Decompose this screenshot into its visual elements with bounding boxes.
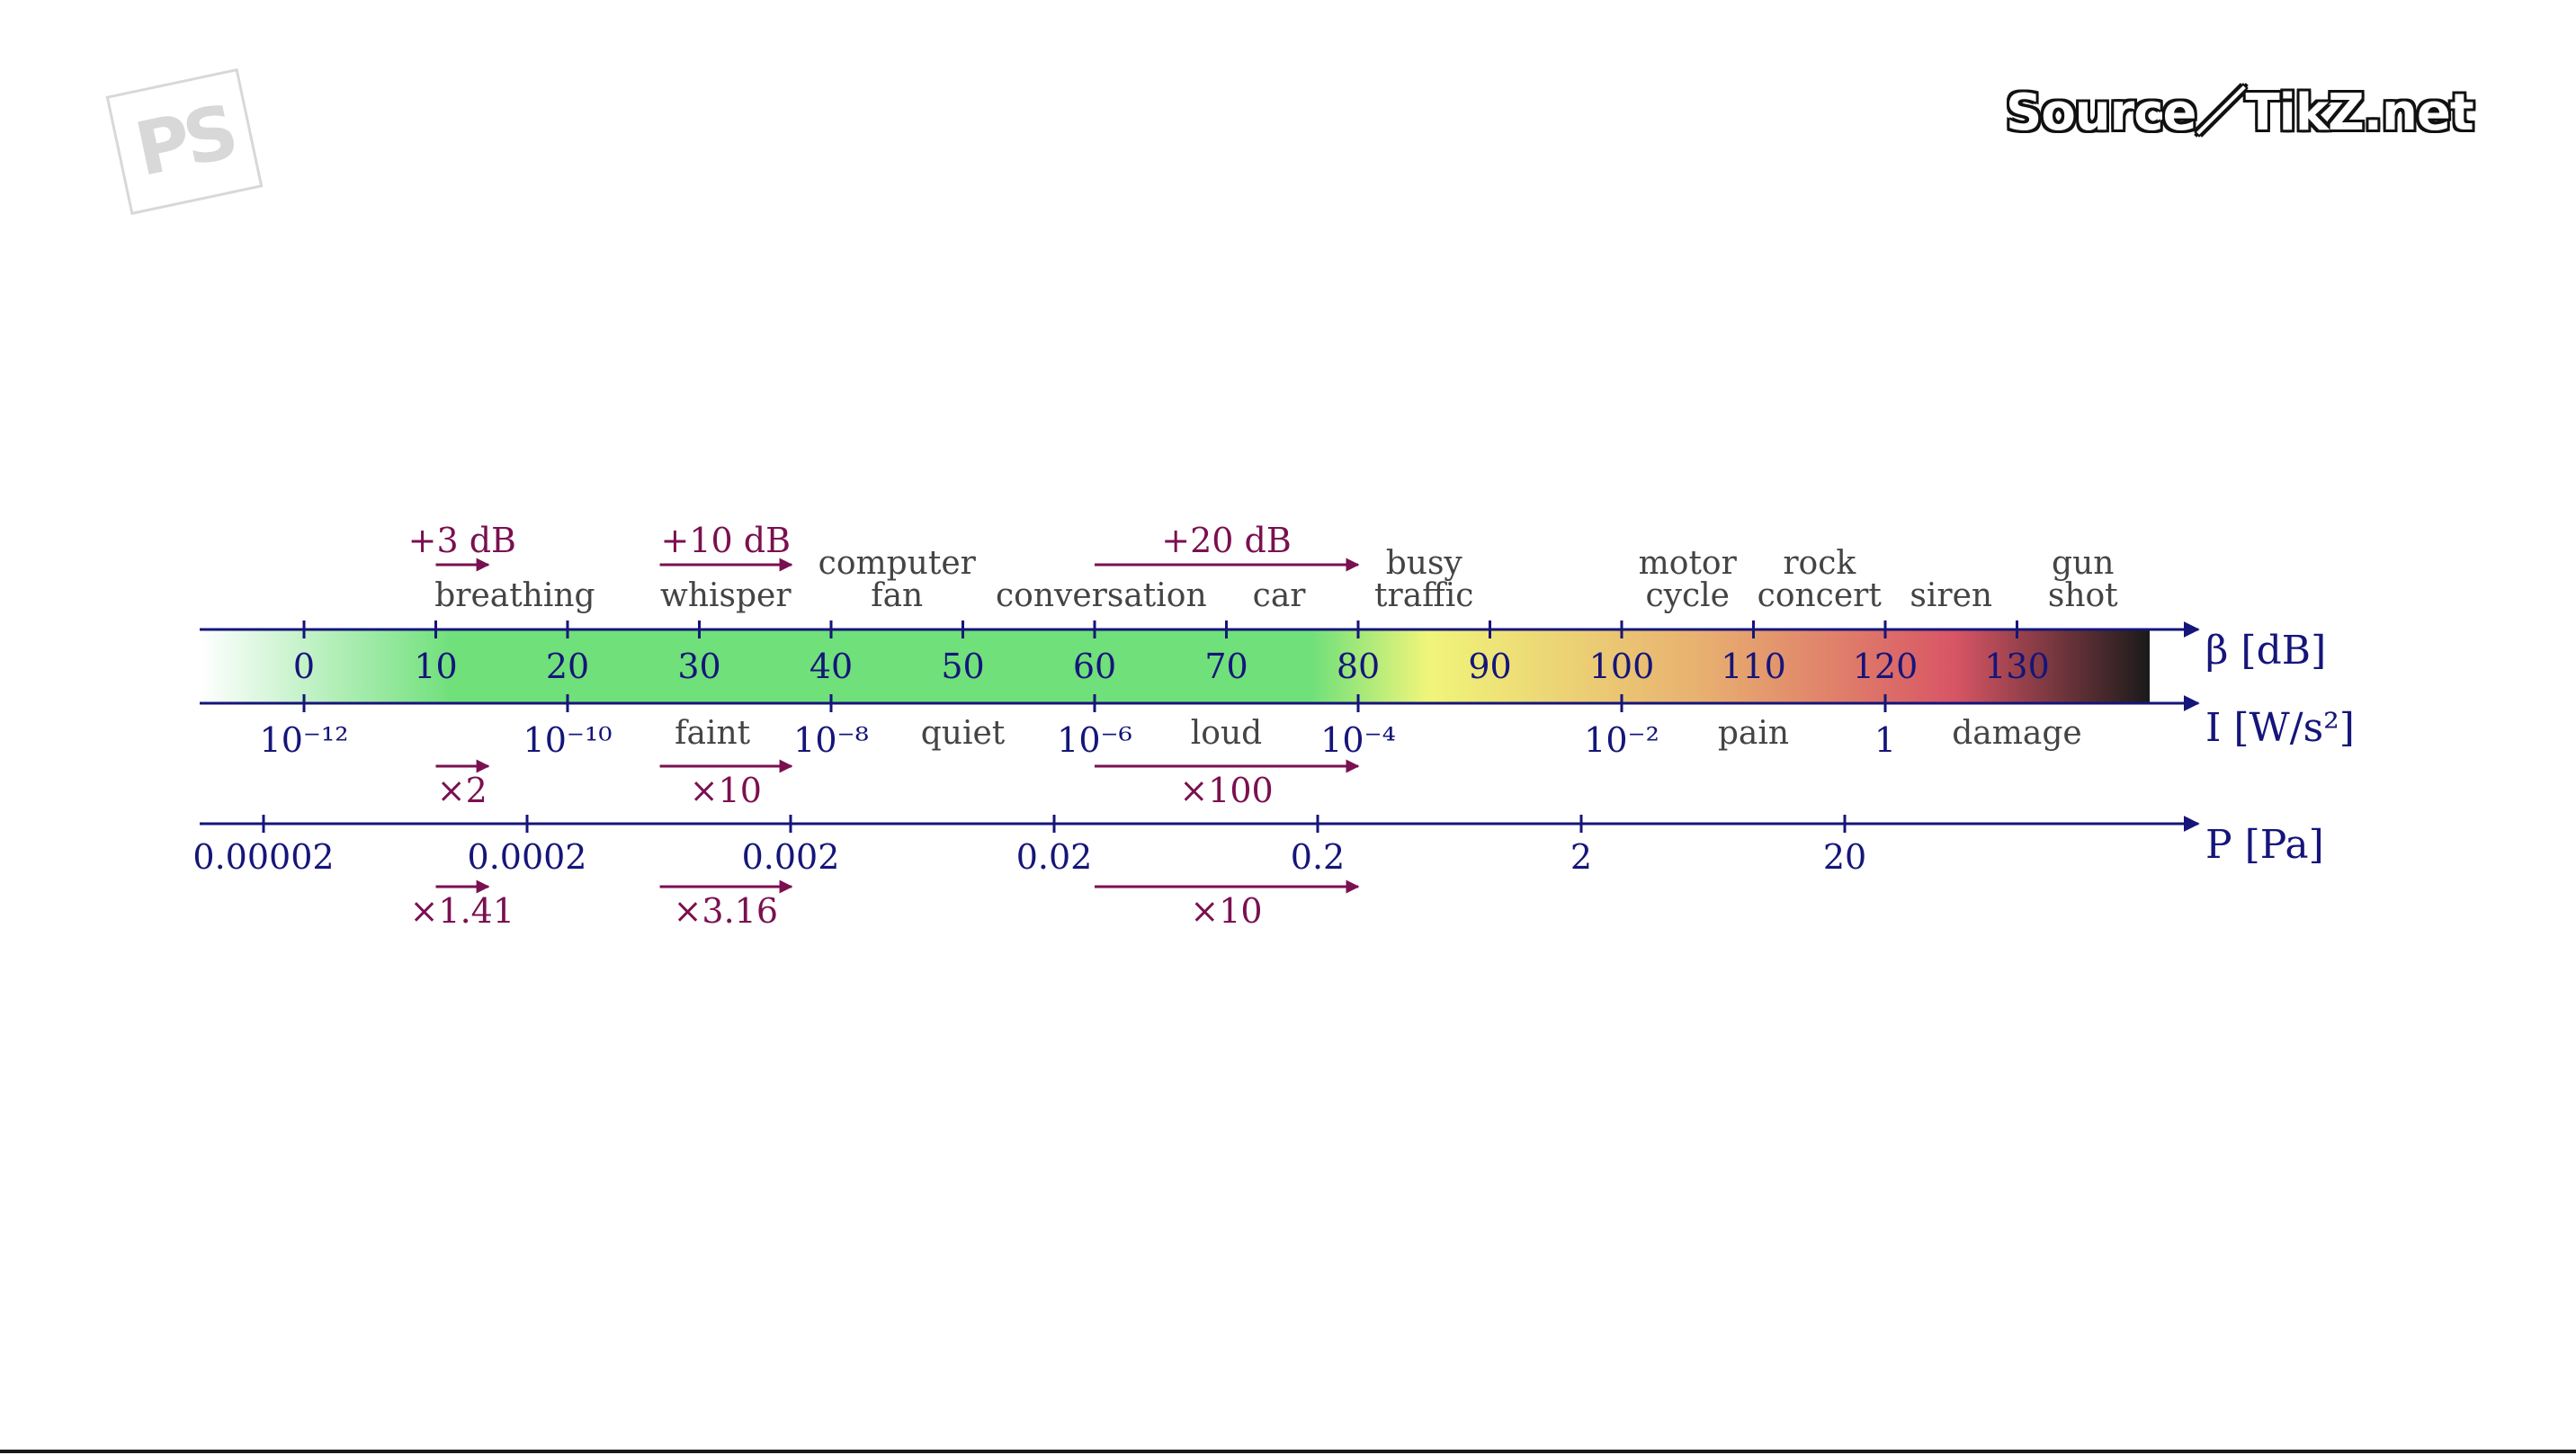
sound-source-label: siren bbox=[1910, 577, 1992, 614]
sound-source-label: breathing bbox=[434, 577, 595, 614]
sound-source-label: whisper bbox=[660, 577, 792, 614]
intensity-word-label: faint bbox=[675, 715, 750, 752]
db-tick-label: 40 bbox=[809, 647, 853, 686]
intensity-tick-label: 10⁻⁶ bbox=[1057, 720, 1132, 760]
pressure-tick-label: 0.00002 bbox=[192, 837, 334, 877]
pressure-tick-label: 0.0002 bbox=[468, 837, 587, 877]
sound-source-label: concert bbox=[1758, 577, 1883, 614]
intensity-word-label: pain bbox=[1718, 715, 1789, 752]
db-tick-label: 50 bbox=[941, 647, 984, 686]
pressure-tick-label: 0.2 bbox=[1291, 837, 1345, 877]
sound-source-label: gun bbox=[2052, 545, 2114, 582]
pressure-tick-label: 2 bbox=[1570, 837, 1592, 877]
step-label: ×3.16 bbox=[674, 891, 778, 931]
intensity-word-label: loud bbox=[1191, 715, 1262, 752]
db-tick-label: 80 bbox=[1337, 647, 1380, 686]
sound-source-label: computer bbox=[818, 545, 977, 582]
pressure-tick-label: 0.02 bbox=[1016, 837, 1093, 877]
step-label: ×1.41 bbox=[410, 891, 514, 931]
intensity-tick-label: 10⁻¹⁰ bbox=[523, 720, 613, 760]
sound-source-label: rock bbox=[1783, 545, 1856, 582]
intensity-tick-label: 10⁻⁸ bbox=[793, 720, 869, 760]
pressure-axis-label: P [Pa] bbox=[2205, 822, 2324, 868]
db-tick-label: 10 bbox=[414, 647, 457, 686]
db-tick-label: 100 bbox=[1589, 647, 1655, 686]
pressure-tick-label: 0.002 bbox=[742, 837, 840, 877]
step-label: ×2 bbox=[437, 771, 487, 810]
db-tick-label: 20 bbox=[546, 647, 589, 686]
intensity-tick-label: 10⁻² bbox=[1584, 720, 1659, 760]
intensity-tick-label: 10⁻¹² bbox=[260, 720, 349, 760]
loudness-color-band bbox=[200, 629, 2150, 703]
db-tick-label: 130 bbox=[1984, 647, 2050, 686]
db-axis-label: β [dB] bbox=[2205, 628, 2326, 674]
bottom-rule bbox=[0, 1450, 2576, 1453]
sound-source-label: busy bbox=[1386, 545, 1463, 582]
intensity-tick-label: 10⁻⁴ bbox=[1320, 720, 1396, 760]
db-tick-label: 90 bbox=[1468, 647, 1511, 686]
sound-source-label: shot bbox=[2048, 577, 2118, 614]
sound-source-label: cycle bbox=[1646, 577, 1730, 614]
source-watermark: Source／TikZ.net bbox=[2006, 84, 2474, 142]
db-tick-label: 70 bbox=[1204, 647, 1248, 686]
step-label: +10 dB bbox=[661, 521, 792, 560]
step-label: ×10 bbox=[690, 771, 762, 810]
db-tick-label: 0 bbox=[293, 647, 315, 686]
step-label: ×100 bbox=[1179, 771, 1273, 810]
intensity-tick-label: 1 bbox=[1874, 720, 1896, 760]
sound-source-label: fan bbox=[871, 577, 923, 614]
step-label: +3 dB bbox=[408, 521, 516, 560]
intensity-word-label: damage bbox=[1952, 715, 2081, 752]
intensity-axis-label: I [W/s²] bbox=[2205, 705, 2355, 751]
db-tick-label: 30 bbox=[677, 647, 720, 686]
sound-source-label: car bbox=[1253, 577, 1307, 614]
step-label: +20 dB bbox=[1161, 521, 1292, 560]
db-tick-label: 60 bbox=[1073, 647, 1116, 686]
step-label: ×10 bbox=[1190, 891, 1262, 931]
pressure-tick-label: 20 bbox=[1823, 837, 1866, 877]
db-tick-label: 120 bbox=[1853, 647, 1919, 686]
sound-source-label: traffic bbox=[1374, 577, 1473, 614]
sound-source-label: conversation bbox=[996, 577, 1207, 614]
intensity-word-label: quiet bbox=[921, 715, 1006, 752]
db-tick-label: 110 bbox=[1721, 647, 1786, 686]
sound-source-label: motor bbox=[1639, 545, 1738, 582]
